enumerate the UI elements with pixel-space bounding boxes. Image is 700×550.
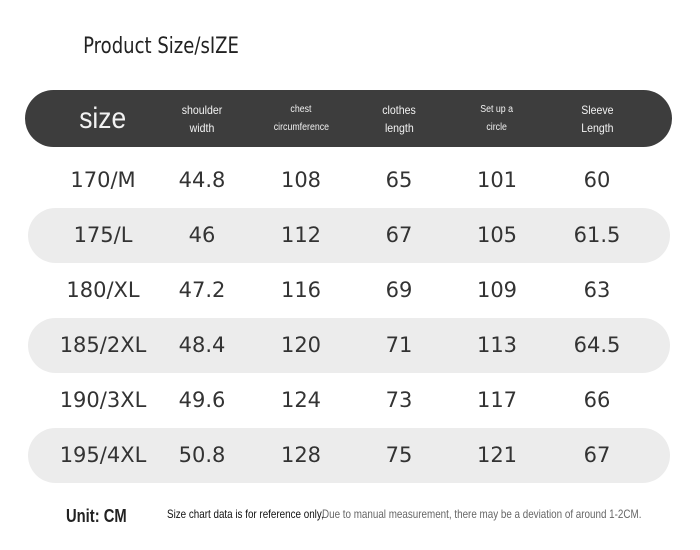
table-cell: 195/4XL [59,443,147,467]
header-text: Sleeve [580,102,614,117]
table-cell: 170/M [70,168,136,192]
header-text: length [384,120,414,135]
row-band [28,318,670,373]
header-text: circumference [273,121,329,133]
table-cell: 64.5 [573,333,621,357]
table-cell: 117 [476,388,518,412]
header-cell: clothes length [350,90,448,147]
table-cell: 116 [280,278,322,302]
table-cell: 66 [583,388,611,412]
table-cell: 65 [385,168,413,192]
table-cell: 67 [583,443,611,467]
table-cell: 105 [476,223,518,247]
table-cell: 121 [476,443,518,467]
table-cell: 73 [385,388,413,412]
header-text: circle [486,121,508,133]
table-cell: 47.2 [178,278,226,302]
table-cell: 63 [583,278,611,302]
title: Product Size/sIZE [83,34,239,59]
table-cell: 180/XL [66,278,140,302]
table-cell: 67 [385,223,413,247]
table-cell: 175/L [73,223,133,247]
row-band [28,428,670,483]
table-cell: 50.8 [178,443,226,467]
header-text: clothes [382,102,416,117]
table-cell: 109 [476,278,518,302]
table-cell: 128 [280,443,322,467]
table-cell: 60 [583,168,611,192]
table-cell: 101 [476,168,518,192]
header-text: chest [290,103,312,115]
header-cell: Sleeve Length [548,90,646,147]
table-cell: 44.8 [178,168,226,192]
header-cell: size [54,90,152,147]
table-cell: 124 [280,388,322,412]
header-text: Length [580,120,614,135]
row-band [28,208,670,263]
table-cell: 108 [280,168,322,192]
table-cell: 61.5 [573,223,621,247]
table-cell: 46 [188,223,216,247]
table-cell: 69 [385,278,413,302]
header-text: width [189,120,215,135]
header-text: Set up a [480,103,514,115]
note: Due to manual measurement, there may be … [322,507,642,521]
table-cell: 75 [385,443,413,467]
unit: Unit: CM [66,506,127,526]
table-cell: 48.4 [178,333,226,357]
table-cell: 113 [476,333,518,357]
table-cell: 112 [280,223,322,247]
note: Size chart data is for reference only, [167,507,324,521]
header-bar [25,90,672,147]
header-cell: shoulder width [153,90,251,147]
header-cell: chest circumference [252,90,350,147]
table-cell: 49.6 [178,388,226,412]
table-cell: 71 [385,333,413,357]
header-cell: Set up a circle [448,90,546,147]
table-cell: 190/3XL [59,388,147,412]
header-text: shoulder [181,102,223,117]
table-cell: 120 [280,333,322,357]
table-cell: 185/2XL [59,333,147,357]
header-text: size [79,101,127,135]
